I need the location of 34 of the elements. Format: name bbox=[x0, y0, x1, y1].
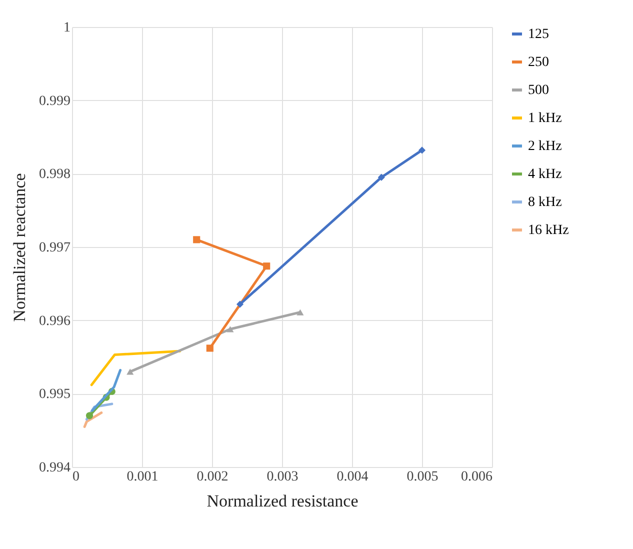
point bbox=[126, 368, 134, 375]
x-tick-label: 0 bbox=[72, 470, 80, 484]
legend-label: 8 kHz bbox=[528, 195, 562, 210]
legend-label: 500 bbox=[528, 83, 549, 98]
point bbox=[378, 174, 385, 181]
x-tick-label: 0.003 bbox=[266, 470, 298, 484]
y-axis-title: Normalized reactance bbox=[10, 173, 29, 322]
y-tick-label: 1 bbox=[64, 20, 70, 36]
legend-label: 2 kHz bbox=[528, 139, 562, 154]
x-tick-label: 0.006 bbox=[461, 470, 492, 484]
x-tick-label: 0.004 bbox=[336, 470, 368, 484]
legend-label: 16 kHz bbox=[528, 223, 569, 238]
y-tick-label: 0.994 bbox=[39, 460, 70, 476]
point bbox=[193, 236, 200, 244]
x-tick-label: 0.002 bbox=[196, 470, 228, 484]
point bbox=[86, 412, 94, 420]
legend-label: 4 kHz bbox=[528, 167, 562, 182]
point bbox=[296, 309, 304, 316]
x-tick-label: 0.001 bbox=[126, 470, 158, 484]
legend-label: 250 bbox=[528, 55, 549, 70]
point bbox=[226, 326, 234, 332]
point bbox=[263, 262, 270, 270]
y-tick-label: 0.999 bbox=[39, 94, 70, 109]
y-tick-label: 0.997 bbox=[39, 240, 70, 256]
y-tick-label: 0.996 bbox=[39, 314, 70, 329]
legend-label: 125 bbox=[528, 27, 549, 42]
x-axis-title: Normalized resistance bbox=[206, 492, 358, 510]
y-tick-label: 0.998 bbox=[39, 167, 70, 182]
point bbox=[418, 146, 426, 154]
x-tick-label: 0.005 bbox=[406, 470, 438, 484]
y-tick-label: 0.995 bbox=[39, 387, 70, 402]
legend-label: 1 kHz bbox=[528, 111, 562, 126]
point bbox=[206, 344, 214, 352]
point bbox=[236, 300, 244, 308]
